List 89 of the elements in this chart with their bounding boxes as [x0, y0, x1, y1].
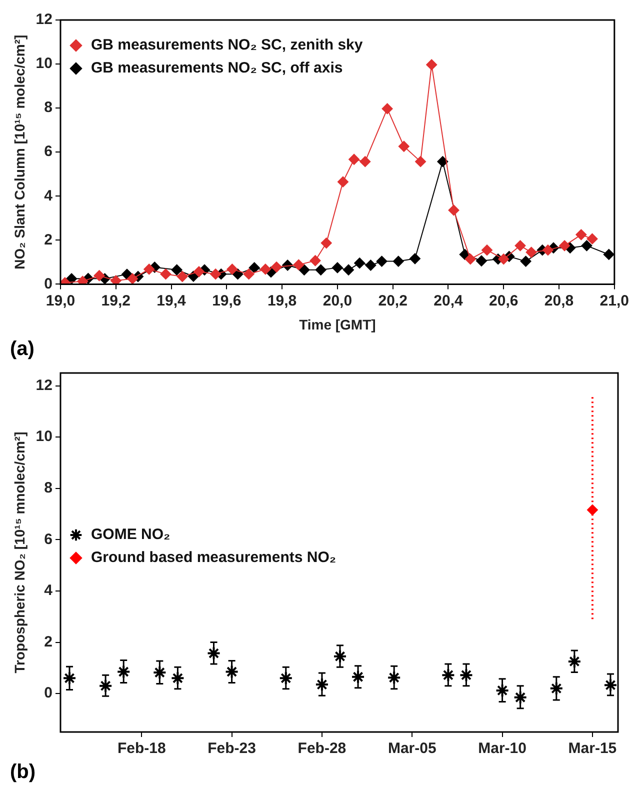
legend-label: Ground based measurements NO₂ — [90, 549, 336, 566]
x-tick-label: 20,8 — [544, 292, 574, 310]
point — [160, 268, 172, 280]
text: (b) — [10, 761, 37, 784]
point — [354, 258, 366, 269]
legend-label: GB measurements NO₂ SC, zenith sky — [90, 36, 364, 54]
y-tick-label: 2 — [44, 633, 52, 650]
point — [332, 262, 343, 274]
x-tick-label: 20,0 — [322, 292, 352, 310]
y-tick-label: 8 — [44, 480, 52, 497]
x-tick-label: Feb-18 — [117, 740, 166, 758]
point — [248, 262, 260, 274]
point — [193, 266, 204, 278]
point — [293, 259, 304, 270]
point — [320, 238, 332, 249]
x-tick-label: Mar-15 — [568, 740, 617, 758]
x-tick-label: 19,2 — [101, 292, 130, 310]
point — [426, 59, 438, 70]
point — [392, 256, 404, 267]
point — [176, 270, 188, 282]
point — [315, 264, 326, 276]
point — [77, 276, 88, 284]
x-tick-label: Mar-10 — [478, 740, 526, 758]
y-tick-label: 10 — [36, 55, 52, 72]
point — [310, 255, 321, 266]
x-tick-label: 20,6 — [489, 292, 518, 310]
point — [343, 264, 354, 276]
y-tick-label: 12 — [36, 11, 52, 28]
x-tick-label: Feb-28 — [298, 740, 346, 758]
y-tick-label: 12 — [36, 376, 52, 394]
y-axis-title: NO₂ Slant Column [10¹⁵ molec/cm²] — [11, 34, 28, 270]
point — [542, 244, 554, 256]
x-axis-title: Time [GMT] — [299, 316, 376, 332]
point — [409, 253, 420, 264]
y-tick-label: 4 — [44, 187, 54, 204]
point — [415, 156, 426, 168]
y-tick-label: 2 — [44, 231, 52, 248]
point — [348, 154, 360, 165]
point — [298, 264, 310, 276]
point — [437, 156, 448, 168]
x-tick-label: Mar-05 — [388, 740, 436, 758]
y-tick-label: 6 — [44, 530, 52, 548]
point — [464, 254, 476, 265]
point — [586, 233, 598, 244]
point — [559, 240, 570, 252]
x-tick-label: 21,0 — [600, 292, 630, 310]
point — [365, 260, 376, 271]
y-tick-label: 0 — [44, 684, 52, 702]
y-tick-label: 10 — [36, 428, 52, 446]
x-tick-label: 20,2 — [378, 292, 408, 310]
point — [382, 103, 393, 114]
point — [514, 240, 526, 252]
x-tick-label: 20,4 — [434, 292, 464, 310]
point — [171, 264, 182, 276]
y-axis-title: Tropospheric NO₂ [10¹⁵ mnolec/cm²] — [11, 432, 28, 674]
y-tick-label: 8 — [44, 99, 52, 116]
x-tick-label: Feb-23 — [208, 740, 256, 758]
point — [243, 268, 254, 280]
point — [482, 244, 492, 256]
point — [337, 176, 348, 188]
point — [526, 246, 537, 258]
point — [576, 229, 587, 240]
point — [271, 262, 282, 273]
point — [260, 264, 271, 275]
point — [476, 255, 487, 266]
point — [226, 264, 238, 275]
point — [210, 268, 222, 280]
legend-label: GB measurements NO₂ SC, off axis — [90, 60, 343, 77]
y-tick-label: 0 — [44, 275, 52, 292]
point — [360, 156, 371, 168]
y-tick-label: 6 — [44, 143, 52, 160]
point — [448, 204, 460, 216]
point — [581, 240, 592, 252]
legend-label: GOME NO₂ — [90, 526, 170, 544]
point — [94, 270, 105, 282]
x-tick-label: 19,8 — [267, 292, 297, 310]
text: (a) — [10, 338, 36, 361]
point — [603, 248, 614, 260]
y-tick-label: 4 — [44, 582, 54, 600]
point — [110, 275, 122, 284]
x-tick-label: 19,4 — [156, 292, 187, 310]
point — [498, 254, 510, 265]
x-tick-label: 19,0 — [46, 292, 76, 310]
point — [520, 256, 532, 267]
point — [398, 140, 410, 152]
x-tick-label: 19,6 — [212, 292, 242, 310]
point — [376, 256, 388, 267]
point — [144, 264, 155, 275]
point — [126, 273, 138, 284]
